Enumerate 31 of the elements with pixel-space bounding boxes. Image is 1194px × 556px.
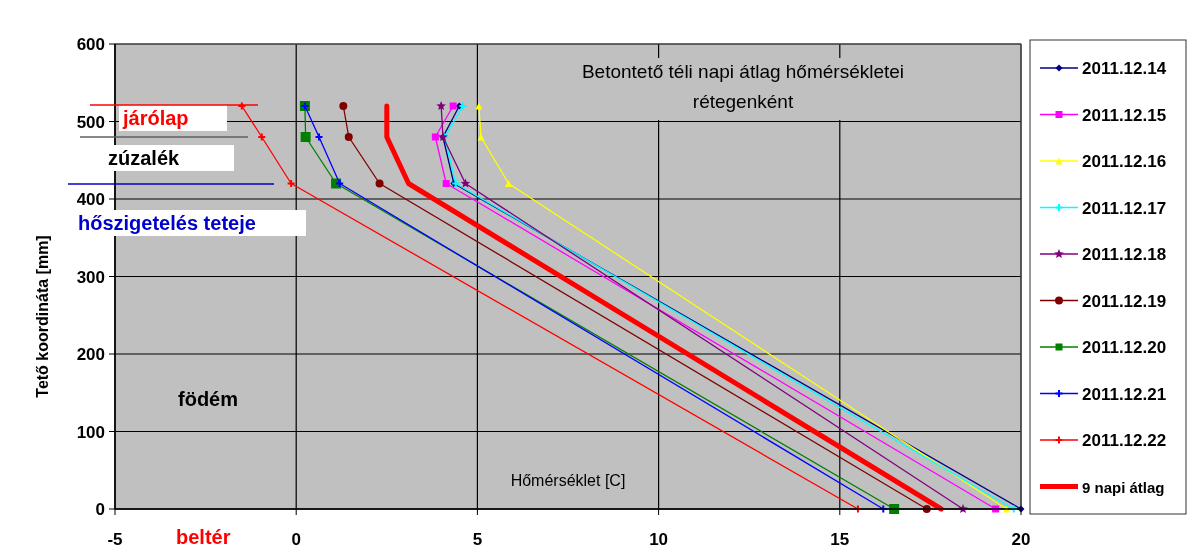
legend-label: 2011.12.20 <box>1082 338 1167 357</box>
legend-label: 2011.12.17 <box>1082 198 1167 218</box>
y-tick-label: 400 <box>76 190 105 209</box>
annotation: hőszigetelés teteje <box>78 212 256 234</box>
x-tick-label: 0 <box>291 530 301 549</box>
text: Betontető téli napi átlag hőmérsékletei rétegenként <box>581 61 905 112</box>
annotation: zúzalék <box>108 147 181 169</box>
x-tick-label: -5 <box>107 530 123 549</box>
x-tick-label: 20 <box>1011 530 1031 549</box>
legend-label: 2011.12.19 <box>1082 291 1167 311</box>
y-tick-label: 600 <box>76 35 105 54</box>
y-axis-title: Tető koordináta [mm] <box>34 235 51 398</box>
x-tick-label: 15 <box>830 530 850 549</box>
text: beltér <box>176 526 231 548</box>
y-tick-label: 200 <box>76 345 105 364</box>
x-tick-label: 10 <box>649 530 669 549</box>
legend-label: 2011.12.22 <box>1082 431 1167 450</box>
annotation: járólap <box>122 107 189 129</box>
y-tick-label: 500 <box>76 112 105 132</box>
legend-label: 9 napi átlag <box>1082 478 1165 496</box>
legend-label: 2011.12.14 <box>1082 59 1167 78</box>
x-axis-title: Hőmérséklet [C] <box>510 472 626 489</box>
legend-label: 2011.12.21 <box>1082 384 1167 404</box>
y-tick-label: 300 <box>76 267 105 287</box>
legend-label: 2011.12.15 <box>1082 105 1167 125</box>
annotation: födém <box>178 388 238 410</box>
legend-label: 2011.12.16 <box>1082 152 1167 171</box>
x-tick-label: 5 <box>472 530 483 549</box>
y-tick-label: 0 <box>95 500 105 519</box>
legend-label: 2011.12.18 <box>1082 245 1167 264</box>
y-tick-label: 100 <box>76 422 105 442</box>
